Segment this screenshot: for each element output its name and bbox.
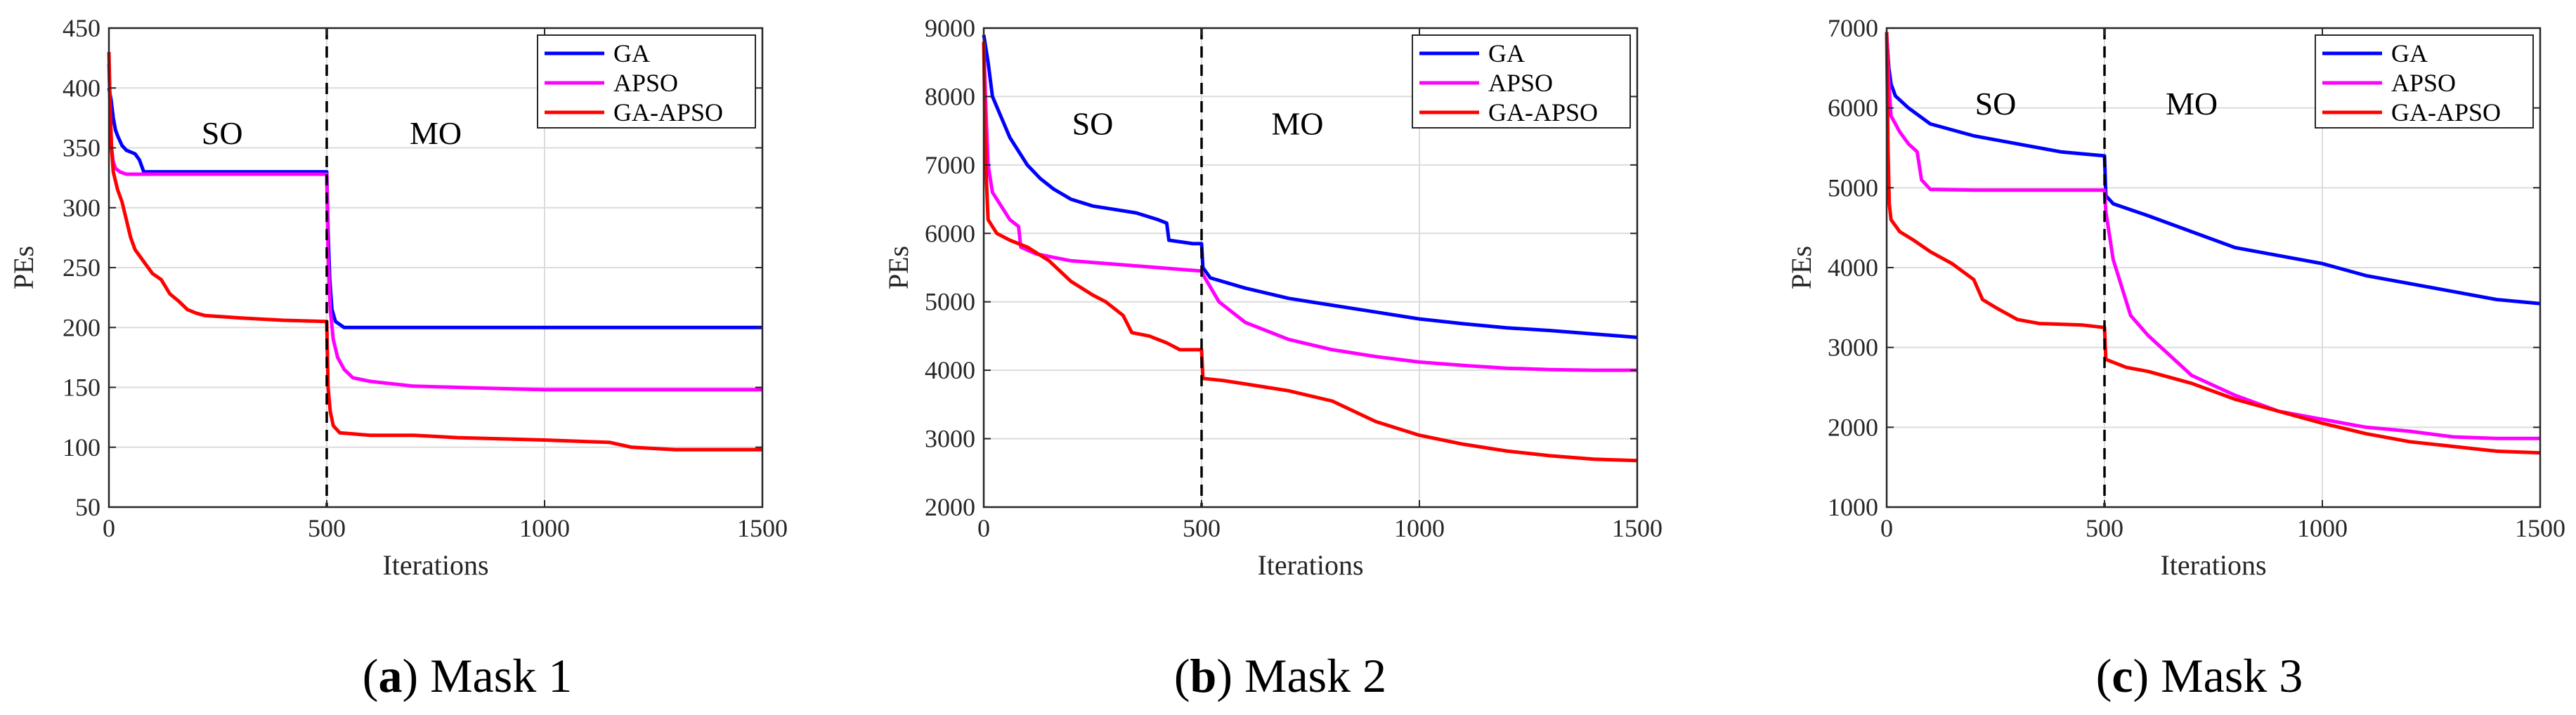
caption-letter: a	[378, 649, 402, 702]
caption-open: (	[363, 649, 379, 702]
y-tick-label: 7000	[1828, 14, 1878, 42]
y-tick-label: 6000	[1828, 94, 1878, 122]
caption-open: (	[2096, 649, 2112, 702]
x-tick-label: 0	[1880, 514, 1893, 542]
y-tick-label: 9000	[925, 14, 975, 42]
y-tick-label: 50	[75, 493, 100, 521]
chart-a: SO MO 0 500 1000 1500 50 100 150 200 250 300 350 400 4…	[8, 14, 788, 702]
series-line-apso	[107, 64, 762, 392]
y-tick-label: 2000	[1828, 413, 1878, 441]
series-line-ga	[107, 87, 762, 329]
panel-caption: (b) Mask 2	[1174, 649, 1386, 702]
y-tick-label: 4000	[925, 356, 975, 384]
x-tick-label: 1000	[519, 514, 570, 542]
series-line-ga-apso	[107, 52, 762, 452]
panel-caption: (a) Mask 1	[363, 649, 572, 702]
region-label-so: SO	[202, 115, 243, 151]
legend-label-apso: APSO	[613, 69, 678, 97]
x-tick-label: 1500	[2515, 514, 2565, 542]
y-tick-label: 300	[63, 194, 100, 222]
y-tick-label: 5000	[1828, 173, 1878, 202]
y-tick-label: 3000	[925, 425, 975, 453]
chart-c: SO MO 0 500 1000 1500 1000 2000 3000 4000 5000 6000…	[1785, 14, 2565, 702]
x-axis-title: Iterations	[2160, 549, 2266, 581]
caption-letter: c	[2112, 649, 2133, 702]
caption-text: Mask 3	[2161, 649, 2303, 702]
y-tick-label: 450	[63, 14, 100, 42]
y-tick-label: 250	[63, 254, 100, 282]
legend-label-ga: GA	[613, 39, 650, 67]
plot-frame	[982, 27, 1639, 509]
legend-label-ga-apso: GA-APSO	[2391, 98, 2501, 126]
series-line-ga-apso	[1885, 32, 2541, 455]
x-tick-label: 500	[308, 514, 346, 542]
region-label-mo: MO	[2166, 86, 2218, 122]
series-line-ga	[1885, 36, 2541, 306]
y-tick-label: 5000	[925, 288, 975, 316]
caption-close: )	[2133, 649, 2161, 702]
x-tick-label: 1500	[1612, 514, 1663, 542]
y-tick-label: 150	[63, 374, 100, 402]
caption-close: )	[402, 649, 430, 702]
caption-letter: b	[1190, 649, 1217, 702]
y-tick-label: 200	[63, 313, 100, 341]
legend-label-apso: APSO	[2391, 69, 2456, 97]
caption-text: Mask 1	[430, 649, 572, 702]
legend-label-ga: GA	[2391, 39, 2428, 67]
y-axis-title: PEs	[883, 246, 914, 289]
x-tick-label: 0	[103, 514, 115, 542]
legend-label-ga-apso: GA-APSO	[613, 98, 723, 126]
chart-b: SO MO 0 500 1000 1500 2000 3000 4000 5000 6000 7000…	[883, 14, 1663, 702]
legend-label-ga: GA	[1488, 39, 1525, 67]
caption-open: (	[1174, 649, 1190, 702]
legend-label-ga-apso: GA-APSO	[1488, 98, 1598, 126]
x-tick-label: 1000	[1394, 514, 1445, 542]
y-tick-label: 2000	[925, 493, 975, 521]
series-line-ga	[982, 34, 1638, 339]
region-label-mo: MO	[410, 115, 462, 151]
legend-label-apso: APSO	[1488, 69, 1553, 97]
y-tick-label: 100	[63, 433, 100, 461]
y-tick-label: 8000	[925, 82, 975, 110]
y-tick-label: 400	[63, 74, 100, 102]
region-label-so: SO	[1975, 86, 2017, 122]
y-axis-title: PEs	[1785, 246, 1817, 289]
x-tick-label: 1500	[737, 514, 788, 542]
y-tick-label: 3000	[1828, 334, 1878, 362]
x-axis-title: Iterations	[382, 549, 488, 581]
caption-close: )	[1216, 649, 1244, 702]
panel-caption: (c) Mask 3	[2096, 649, 2303, 702]
series-line-ga-apso	[982, 41, 1638, 463]
series-line-apso	[1885, 32, 2540, 440]
y-tick-label: 7000	[925, 151, 975, 179]
y-axis-title: PEs	[8, 246, 39, 289]
region-label-mo: MO	[1271, 105, 1323, 141]
x-tick-label: 500	[2086, 514, 2123, 542]
x-tick-label: 500	[1183, 514, 1221, 542]
region-label-so: SO	[1072, 105, 1114, 141]
y-tick-label: 6000	[925, 219, 975, 247]
x-axis-title: Iterations	[1257, 549, 1363, 581]
x-tick-label: 1000	[2297, 514, 2348, 542]
caption-text: Mask 2	[1244, 649, 1386, 702]
y-tick-label: 4000	[1828, 254, 1878, 282]
y-tick-label: 350	[63, 134, 100, 162]
y-tick-label: 1000	[1828, 493, 1878, 521]
x-tick-label: 0	[977, 514, 990, 542]
